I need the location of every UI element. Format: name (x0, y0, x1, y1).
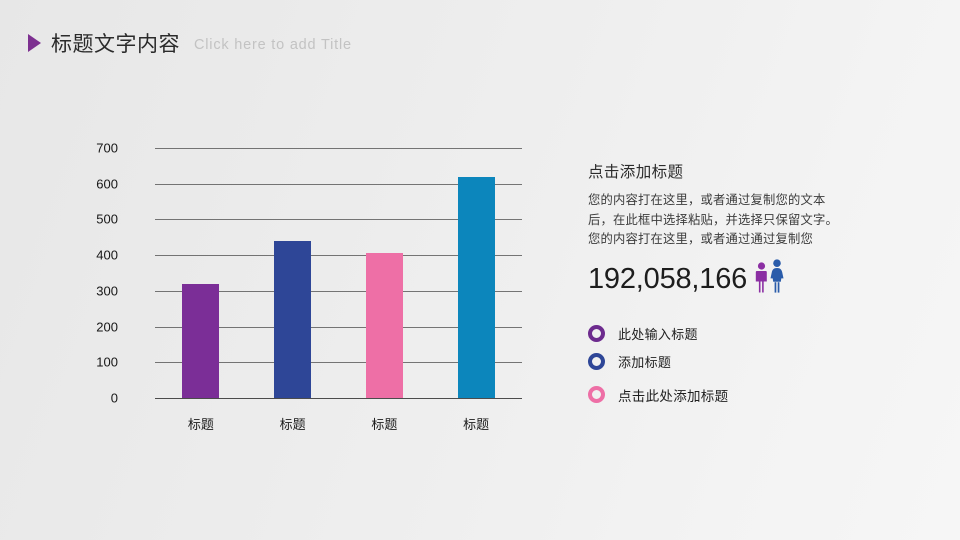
panel-body-line: 您的内容打在这里，或者通过通过复制您 (588, 232, 813, 246)
ring-bullet-icon (588, 386, 605, 403)
ring-bullet-icon (588, 325, 605, 342)
page-subtitle-placeholder: Click here to add Title (194, 37, 352, 53)
bar-4 (457, 177, 495, 398)
y-axis-tick-label: 0 (110, 390, 118, 406)
bar-3 (365, 252, 403, 398)
list-item-label: 添加标题 (618, 355, 672, 370)
gridline (155, 398, 522, 399)
big-number-value: 192,058,166 (588, 262, 748, 295)
chart-bars (110, 138, 530, 398)
bar-chart: 0 100 200 300 400 500 600 700 标题 标题 标题 标题 (96, 138, 530, 438)
male-person-icon (755, 261, 767, 292)
female-person-icon (770, 258, 784, 293)
big-number-row: 192,058,166 (588, 258, 918, 295)
panel-body-line: 后，在此框中选择粘贴，并选择只保留文字。 (588, 212, 838, 227)
list-item[interactable]: 添加标题 (588, 348, 918, 376)
text-panel: 点击添加标题 您的内容打在这里，或者通过复制您的文本 后，在此框中选择粘贴，并选择… (588, 160, 918, 409)
x-axis-category-label: 标题 (279, 417, 306, 432)
panel-title: 点击添加标题 (588, 164, 684, 181)
list-item[interactable]: 点击此处添加标题 (588, 381, 918, 409)
people-icon-group (755, 258, 784, 294)
gridline (155, 326, 522, 328)
gridline (155, 290, 522, 292)
x-axis-category-label: 标题 (463, 417, 490, 432)
panel-body-text: 您的内容打在这里，或者通过复制您的文本 后，在此框中选择粘贴，并选择只保留文字。您… (588, 191, 918, 250)
list-item-label: 点击此处添加标题 (618, 388, 729, 404)
x-axis-category-label: 标题 (371, 417, 398, 432)
ring-bullet-icon (588, 353, 605, 370)
play-triangle-icon (28, 31, 44, 55)
gridline (155, 255, 522, 257)
bar-1 (182, 283, 220, 398)
y-axis-tick-label: 600 (96, 176, 118, 192)
bullet-list: 此处输入标题 添加标题点击此处添加标题 (588, 320, 918, 409)
list-item-label: 此处输入标题 (618, 327, 698, 342)
gridline (155, 183, 522, 185)
slide-header: 标题文字内容 Click here to add Title (0, 22, 960, 64)
bar-2 (274, 240, 312, 398)
y-axis-tick-label: 400 (96, 247, 118, 263)
y-axis-tick-label: 300 (96, 283, 118, 299)
gridline (155, 362, 522, 364)
panel-body-line: 您的内容打在这里，或者通过复制您的文本 (588, 193, 826, 207)
list-item[interactable]: 此处输入标题 (588, 320, 918, 348)
x-axis-category-label: 标题 (187, 417, 214, 432)
y-axis-tick-label: 500 (96, 211, 118, 227)
page-title: 标题文字内容 (51, 33, 180, 56)
y-axis-tick-label: 100 (96, 354, 118, 370)
y-axis-tick-label: 200 (96, 319, 118, 335)
gridline (155, 219, 522, 221)
gridline (155, 148, 522, 149)
y-axis-tick-label: 700 (96, 140, 118, 156)
